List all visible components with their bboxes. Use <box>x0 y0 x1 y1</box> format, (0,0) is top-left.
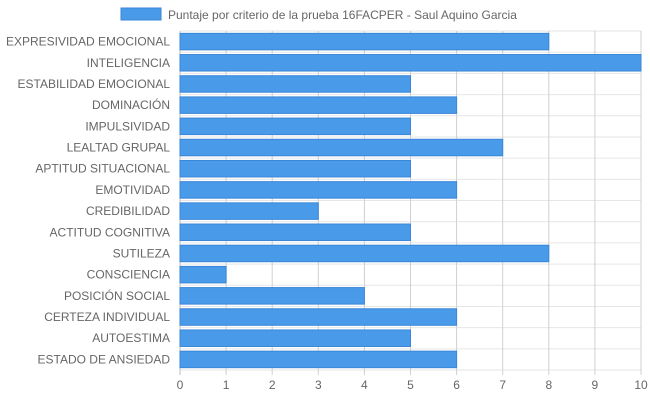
bar[interactable] <box>179 202 319 220</box>
x-tick-label: 3 <box>315 378 322 392</box>
y-tick-label: CERTEZA INDIVIDUAL <box>44 310 170 324</box>
chart-legend[interactable]: Puntaje por criterio de la prueba 16FACP… <box>120 7 517 22</box>
y-tick-label: EXPRESIVIDAD EMOCIONAL <box>6 35 170 49</box>
bar[interactable] <box>179 329 411 347</box>
y-tick-label: ACTITUD COGNITIVA <box>50 225 170 239</box>
bar[interactable] <box>179 308 458 326</box>
x-tick-label: 6 <box>453 378 460 392</box>
bar[interactable] <box>179 159 411 178</box>
chart-bars <box>179 32 642 369</box>
x-tick-label: 4 <box>361 378 368 392</box>
y-tick-label: EMOTIVIDAD <box>95 183 170 197</box>
y-tick-label: APTITUD SITUACIONAL <box>35 162 170 176</box>
bar[interactable] <box>179 96 458 114</box>
y-tick-label: ESTADO DE ANSIEDAD <box>38 352 171 366</box>
bar[interactable] <box>179 265 227 284</box>
bar[interactable] <box>179 75 411 93</box>
y-tick-label: POSICIÓN SOCIAL <box>64 288 170 303</box>
y-tick-label: ESTABILIDAD EMOCIONAL <box>18 77 171 91</box>
bar[interactable] <box>179 32 550 51</box>
y-tick-label: CONSCIENCIA <box>87 268 170 282</box>
y-tick-label: IMPULSIVIDAD <box>85 119 170 133</box>
x-tick-label: 9 <box>592 378 599 392</box>
y-tick-label: AUTOESTIMA <box>92 331 170 345</box>
legend-swatch[interactable] <box>120 7 162 21</box>
x-tick-label: 10 <box>634 378 648 392</box>
bar[interactable] <box>179 181 458 199</box>
y-axis-labels: EXPRESIVIDAD EMOCIONAL INTELIGENCIA ESTABI… <box>6 35 170 367</box>
x-tick-label: 8 <box>545 378 552 392</box>
x-tick-label: 7 <box>499 378 506 392</box>
bar[interactable] <box>179 223 411 242</box>
x-tick-label: 2 <box>269 378 276 392</box>
x-tick-label: 0 <box>177 378 184 392</box>
y-tick-label: LEALTAD GRUPAL <box>67 141 171 155</box>
y-tick-label: DOMINACIÓN <box>92 97 170 112</box>
y-tick-label: INTELIGENCIA <box>87 56 170 70</box>
bar[interactable] <box>179 138 504 157</box>
bar[interactable] <box>179 287 365 305</box>
bar[interactable] <box>179 54 642 72</box>
y-tick-label: CREDIBILIDAD <box>86 204 170 218</box>
legend-label[interactable]: Puntaje por criterio de la prueba 16FACP… <box>168 8 517 22</box>
bar[interactable] <box>179 350 458 369</box>
x-tick-label: 1 <box>223 378 230 392</box>
bar[interactable] <box>179 117 411 136</box>
x-axis-labels: 0 1 2 3 4 5 6 7 8 9 10 <box>177 378 648 392</box>
y-tick-label: SUTILEZA <box>113 246 170 260</box>
bar[interactable] <box>179 244 550 263</box>
x-tick-label: 5 <box>407 378 414 392</box>
